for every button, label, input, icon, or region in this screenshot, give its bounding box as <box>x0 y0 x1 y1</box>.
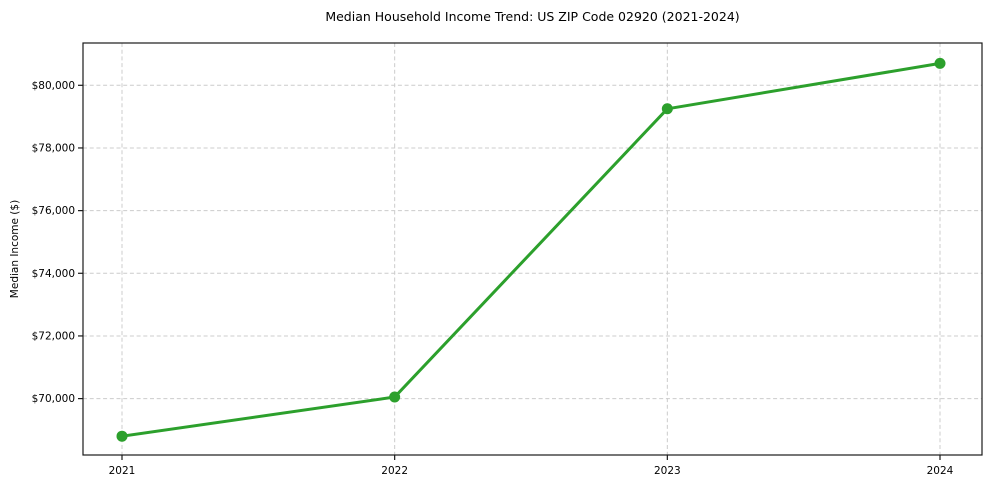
y-tick-label: $72,000 <box>32 331 75 343</box>
trend-line <box>120 61 942 438</box>
plot-border <box>82 42 983 456</box>
chart-title: Median Household Income Trend: US ZIP Co… <box>325 9 740 24</box>
x-tick-label: 2024 <box>927 465 954 477</box>
y-tick-label: $74,000 <box>32 268 75 280</box>
data-point <box>934 57 946 69</box>
data-point <box>661 103 673 115</box>
y-tick-label: $80,000 <box>32 80 75 92</box>
y-tick-label: $76,000 <box>32 205 75 217</box>
y-tick-label: $70,000 <box>32 393 75 405</box>
y-tick-label: $78,000 <box>32 143 75 155</box>
data-point <box>389 391 401 403</box>
x-tick-label: 2022 <box>381 465 408 477</box>
x-tick-label: 2021 <box>109 465 136 477</box>
x-tick-label: 2023 <box>654 465 681 477</box>
data-point <box>116 430 128 442</box>
